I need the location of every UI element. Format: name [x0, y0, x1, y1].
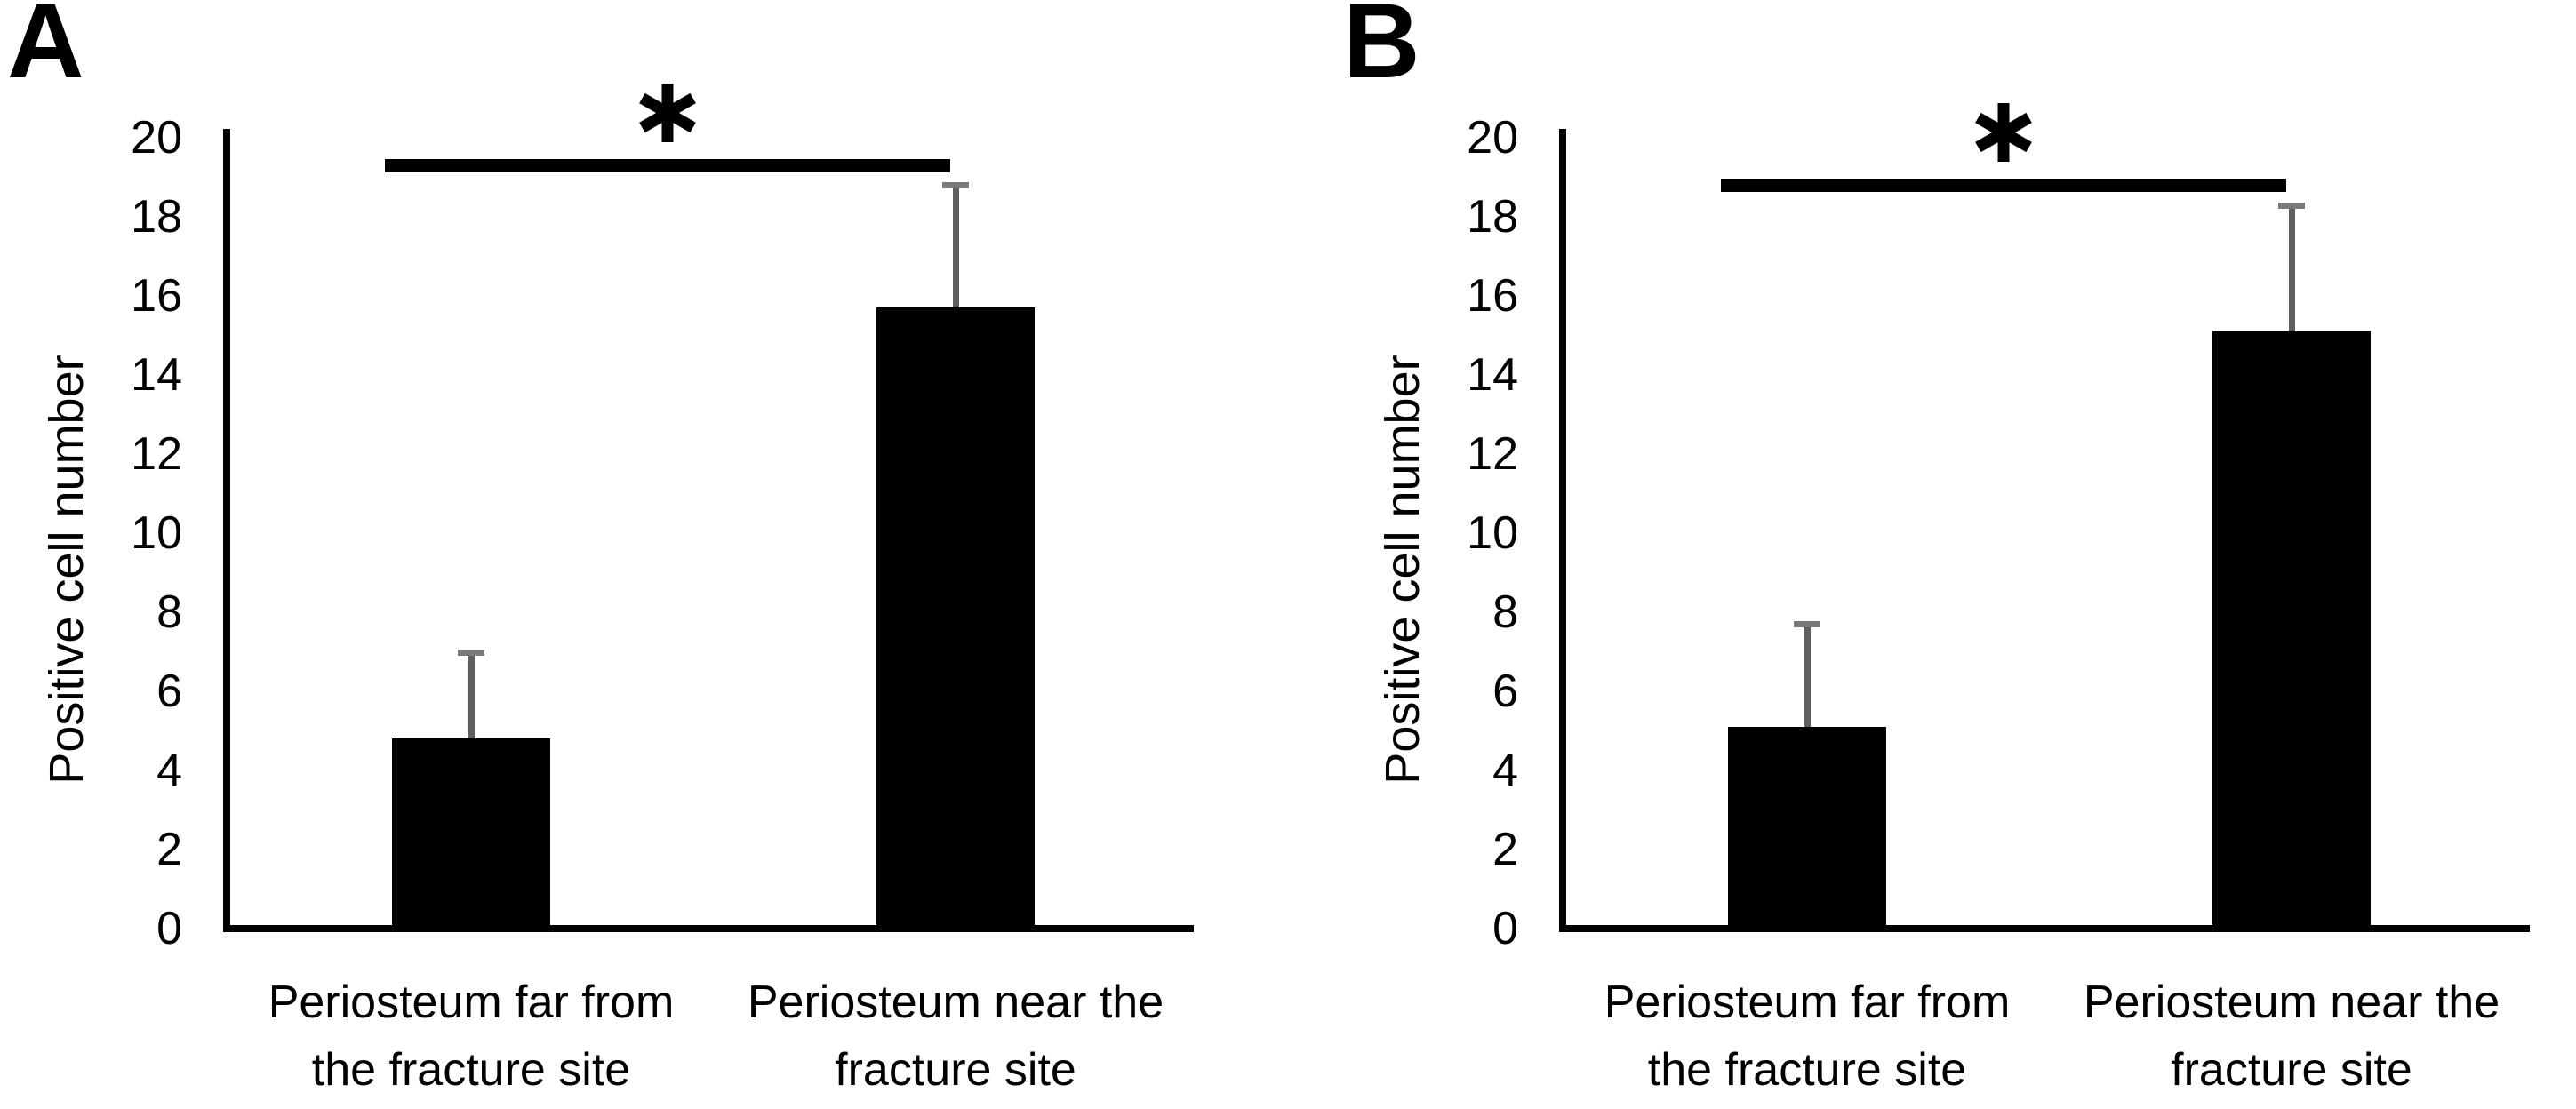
y-tick-label: 4 [156, 745, 182, 796]
y-tick-label: 16 [131, 270, 182, 322]
y-tick-label: 18 [1467, 191, 1518, 243]
y-tick-label: 20 [131, 112, 182, 164]
y-tick-label: 20 [1467, 112, 1518, 164]
x-category-label-line: fracture site [835, 1044, 1076, 1096]
y-tick-label: 16 [1467, 270, 1518, 322]
y-tick-label: 18 [131, 191, 182, 243]
x-category-label-line: the fracture site [311, 1044, 631, 1096]
panel-b-label: B [1343, 0, 1420, 100]
error-bar-cap [942, 182, 969, 189]
x-category-label-line: the fracture site [1647, 1044, 1967, 1096]
bar [876, 307, 1035, 929]
x-category-label-line: Periosteum near the [747, 977, 1164, 1028]
bar [392, 738, 550, 929]
y-tick-label: 2 [1492, 824, 1518, 875]
y-tick-label: 0 [1492, 903, 1518, 954]
y-tick-label: 8 [156, 586, 182, 638]
panel-b-y-axis-line [1559, 129, 1566, 932]
significance-asterisk-icon [614, 60, 721, 166]
x-category-label: Periosteum far from the fracture site [222, 969, 720, 1104]
error-bar-cap [458, 649, 484, 656]
bar [2212, 331, 2371, 929]
x-category-label: Periosteum near the fracture site [707, 969, 1204, 1104]
x-category-label: Periosteum near the fracture site [2043, 969, 2540, 1104]
panel-a-label: A [7, 0, 84, 100]
y-tick-label: 6 [1492, 666, 1518, 717]
bar [1728, 727, 1886, 929]
x-category-label-line: Periosteum far from [268, 977, 675, 1028]
error-bar-line [2288, 204, 2295, 332]
panel-b: B Positive cell number 0 2 4 6 8 10 12 14 16 18 20… [1336, 0, 2576, 1109]
error-bar-line [952, 185, 959, 308]
significance-asterisk-icon [1950, 79, 2057, 186]
error-bar-cap [2278, 202, 2305, 209]
error-bar-line [1804, 624, 1811, 728]
significance-line [385, 158, 950, 172]
y-tick-label: 2 [156, 824, 182, 875]
x-category-label-line: fracture site [2171, 1044, 2412, 1096]
y-tick-label: 4 [1492, 745, 1518, 796]
y-tick-label: 0 [156, 903, 182, 954]
error-bar-line [468, 651, 475, 739]
panel-a-x-axis-line [223, 925, 1194, 932]
x-category-label-line: Periosteum near the [2083, 977, 2500, 1028]
significance-line [1721, 178, 2286, 192]
panel-a-y-axis-line [223, 129, 230, 932]
x-category-label: Periosteum far from the fracture site [1558, 969, 2056, 1104]
y-tick-label: 14 [1467, 349, 1518, 401]
y-tick-label: 10 [131, 507, 182, 559]
y-tick-label: 10 [1467, 507, 1518, 559]
y-tick-label: 14 [131, 349, 182, 401]
y-tick-label: 12 [1467, 428, 1518, 480]
panel-a: A Positive cell number 0 2 4 6 8 10 12 14 16 18 20… [0, 0, 1240, 1109]
y-tick-label: 12 [131, 428, 182, 480]
error-bar-cap [1794, 621, 1820, 628]
y-tick-label: 8 [1492, 586, 1518, 638]
panel-b-x-axis-line [1559, 925, 2530, 932]
x-category-label-line: Periosteum far from [1604, 977, 2011, 1028]
y-tick-label: 6 [156, 666, 182, 717]
